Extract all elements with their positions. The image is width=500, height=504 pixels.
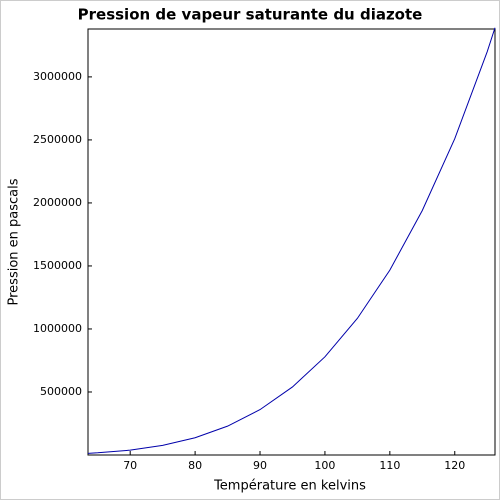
y-tick-label: 2500000 [33, 133, 82, 146]
data-line [87, 27, 496, 454]
x-tick-label: 100 [314, 459, 335, 472]
x-tick-label: 90 [253, 459, 267, 472]
x-tick-label: 80 [188, 459, 202, 472]
y-tick-label: 500000 [40, 385, 82, 398]
x-axis-label: Température en kelvins [213, 479, 366, 494]
x-tick-label: 120 [444, 459, 465, 472]
plot-frame [87, 28, 496, 456]
y-tick-label: 1000000 [33, 322, 82, 335]
x-tick-label: 70 [123, 459, 137, 472]
y-tick-label: 1500000 [33, 259, 82, 272]
y-tick-label: 3000000 [33, 70, 82, 83]
chart-title: Pression de vapeur saturante du diazote [78, 6, 423, 24]
y-tick-label: 2000000 [33, 196, 82, 209]
y-axis-label: Pression en pascals [7, 178, 22, 305]
x-tick-label: 110 [379, 459, 400, 472]
